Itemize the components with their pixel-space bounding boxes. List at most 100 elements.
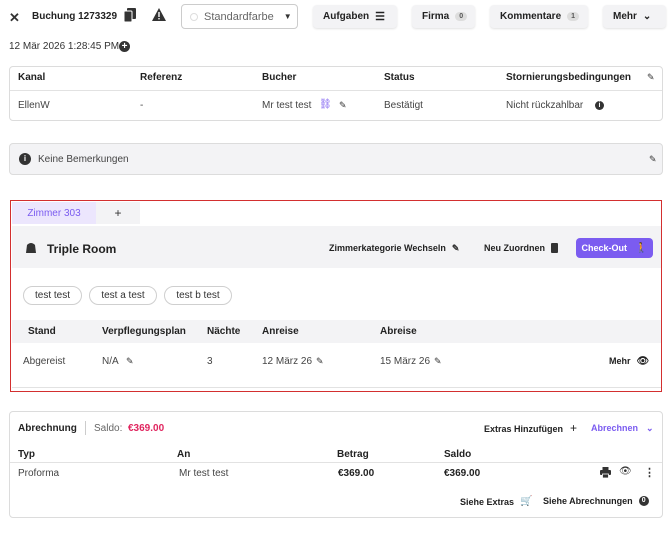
warning-icon[interactable]: [152, 8, 166, 21]
change-category-label: Zimmerkategorie Wechseln: [329, 243, 446, 253]
settle-label: Abrechnen: [591, 423, 639, 433]
comments-button[interactable]: Kommentare 1: [490, 5, 588, 28]
guest-chip[interactable]: test a test: [89, 286, 157, 305]
room-more-label: Mehr: [609, 356, 631, 366]
edit-category-icon: ✎: [451, 243, 460, 253]
color-swatch-icon: [190, 12, 198, 21]
col-header-cancellation: Stornierungsbedingungen: [506, 72, 631, 83]
link-booker-icon[interactable]: ⛓: [319, 99, 332, 110]
company-button[interactable]: Firma 0: [412, 5, 475, 28]
kebab-menu-icon[interactable]: ⋮: [644, 467, 655, 479]
timestamp: 12 Mär 2026 1:28:45 PM: [9, 41, 120, 52]
color-select-value: Standardfarbe: [204, 10, 274, 23]
comments-count-badge: 1: [567, 12, 580, 21]
remarks-card: [9, 143, 663, 175]
nights-value: 3: [207, 356, 213, 367]
guest-chip[interactable]: test b test: [164, 286, 232, 305]
channel-value: EllenW: [18, 100, 50, 111]
comments-label: Kommentare: [500, 11, 562, 22]
color-select[interactable]: Standardfarbe ▼: [181, 4, 298, 29]
tab-room-303-label: Zimmer 303: [27, 207, 81, 219]
col-header-booker: Bucher: [262, 72, 297, 83]
see-invoices-button[interactable]: Siehe Abrechnungen 0: [543, 496, 649, 506]
list-icon: ☰: [375, 11, 385, 23]
edit-arrival-icon[interactable]: ✎: [316, 356, 324, 366]
close-icon[interactable]: ✕: [9, 10, 20, 25]
company-count-badge: 0: [455, 12, 468, 21]
add-circle-icon[interactable]: +: [119, 41, 130, 52]
more-menu-button[interactable]: Mehr ⌄: [603, 5, 666, 28]
settle-button[interactable]: Abrechnen ⌄: [591, 423, 654, 434]
checkout-label: Check-Out: [581, 243, 628, 253]
company-label: Firma: [422, 11, 450, 22]
col-header-departure: Abreise: [380, 326, 417, 337]
add-tab-button[interactable]: +: [96, 202, 140, 224]
walking-person-icon: 🚶: [635, 242, 648, 254]
invoice-to-value: Mr test test: [179, 468, 229, 479]
info-circle-icon: i: [19, 153, 31, 165]
col-header-to: An: [177, 449, 191, 460]
invoice-type-value: Proforma: [18, 468, 60, 479]
col-header-arrival: Anreise: [262, 326, 299, 337]
meal-plan-value: N/A: [102, 356, 119, 367]
checkout-button[interactable]: Check-Out 🚶: [576, 238, 653, 258]
remarks-text: Keine Bemerkungen: [38, 154, 129, 165]
edit-meal-plan-icon[interactable]: ✎: [126, 356, 134, 366]
col-header-state: Stand: [28, 326, 56, 337]
add-extras-label: Extras Hinzufügen: [484, 424, 564, 434]
guest-chip-label: test a test: [101, 290, 145, 301]
page-title: Buchung 1273329: [32, 11, 118, 22]
guest-chip-label: test b test: [176, 290, 220, 301]
reassign-button[interactable]: Neu Zuordnen: [484, 243, 558, 253]
edit-booker-icon[interactable]: ✎: [339, 100, 347, 110]
col-header-balance: Saldo: [444, 449, 472, 460]
tasks-label: Aufgaben: [323, 11, 370, 22]
guest-chip-label: test test: [34, 290, 70, 301]
guest-chip[interactable]: test test: [23, 286, 82, 305]
booker-value: Mr test test: [262, 100, 312, 111]
copy-icon[interactable]: [124, 8, 136, 22]
add-extras-button[interactable]: Extras Hinzufügen +: [484, 421, 578, 435]
info-icon[interactable]: i: [595, 101, 604, 110]
print-icon[interactable]: [600, 467, 611, 481]
chevron-down-icon: ⌄: [646, 423, 654, 433]
col-header-meal-plan: Verpflegungsplan: [102, 326, 186, 337]
billing-table-divider: [10, 462, 662, 463]
col-header-channel: Kanal: [18, 72, 46, 83]
eye-icon: 👁: [636, 356, 650, 367]
cart-icon: 🛒: [520, 496, 533, 507]
edit-departure-icon[interactable]: ✎: [434, 356, 442, 366]
edit-remarks-icon[interactable]: ✎: [649, 154, 657, 164]
invoice-balance-value: €369.00: [444, 468, 481, 479]
tab-room-303[interactable]: Zimmer 303: [12, 202, 96, 224]
more-label: Mehr: [613, 11, 637, 22]
saldo-label: Saldo:: [94, 423, 123, 434]
invoices-count-badge: 0: [638, 496, 649, 506]
col-header-status: Status: [384, 72, 415, 83]
caret-down-icon: ▼: [283, 12, 292, 21]
room-more-button[interactable]: Mehr 👁: [609, 356, 649, 367]
room-section-bottom-line: [12, 387, 661, 388]
booking-info-card: [9, 66, 663, 121]
tasks-button[interactable]: Aufgaben ☰: [313, 5, 397, 28]
col-header-reference: Referenz: [140, 72, 183, 83]
departure-value: 15 März 26: [380, 356, 431, 367]
room-table-header-bar: [12, 320, 661, 343]
billing-title: Abrechnung: [18, 423, 77, 434]
billing-card: [9, 411, 663, 518]
saldo-value: €369.00: [128, 423, 165, 434]
change-category-button[interactable]: Zimmerkategorie Wechseln ✎: [329, 243, 459, 254]
plus-icon: +: [570, 421, 578, 435]
door-icon: [551, 243, 558, 253]
room-type-title: Triple Room: [47, 242, 117, 256]
view-invoice-icon[interactable]: 👁: [619, 466, 632, 477]
invoice-amount-value: €369.00: [338, 468, 375, 479]
add-tab-label: +: [114, 206, 122, 220]
edit-cancellation-icon[interactable]: ✎: [647, 72, 655, 82]
see-extras-button[interactable]: Siehe Extras 🛒: [460, 496, 532, 507]
col-header-type: Typ: [18, 449, 36, 460]
status-value: Bestätigt: [384, 100, 423, 111]
reassign-label: Neu Zuordnen: [484, 243, 545, 253]
see-extras-label: Siehe Extras: [460, 496, 515, 507]
billing-title-divider: [85, 421, 86, 435]
